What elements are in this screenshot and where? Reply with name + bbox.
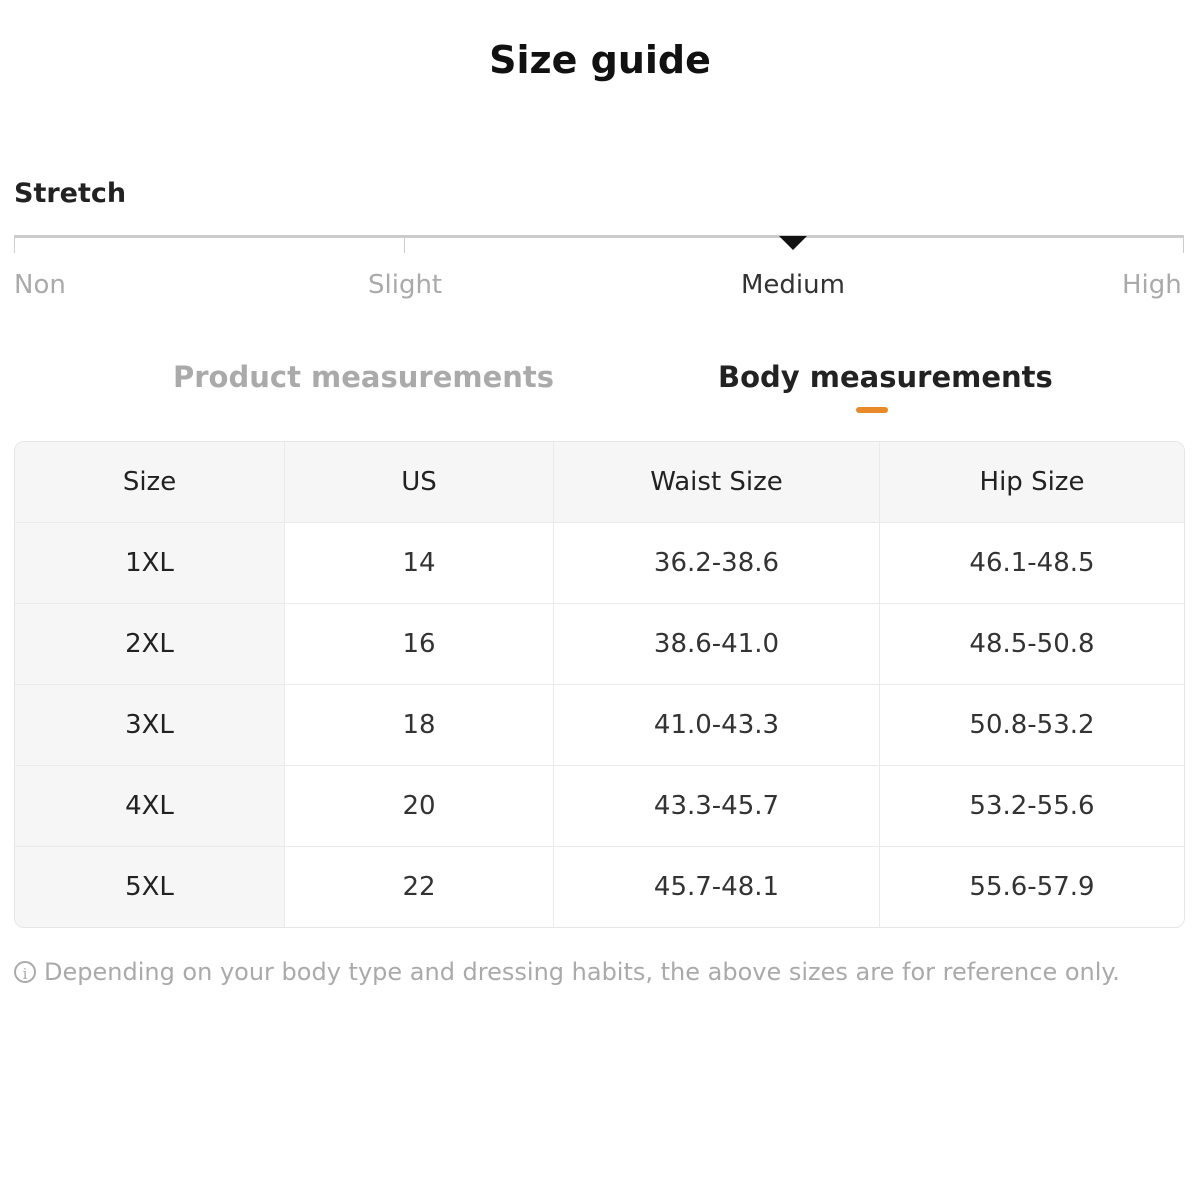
cell-size: 5XL bbox=[15, 847, 285, 927]
stretch-tick bbox=[14, 235, 15, 253]
table-row: 1XL 14 36.2-38.6 46.1-48.5 bbox=[15, 523, 1184, 604]
cell-us: 20 bbox=[285, 766, 554, 847]
cell-hip: 46.1-48.5 bbox=[880, 523, 1184, 604]
stretch-tick bbox=[1183, 235, 1184, 253]
cell-us: 16 bbox=[285, 604, 554, 685]
stretch-track bbox=[14, 235, 1184, 238]
header-us: US bbox=[285, 442, 554, 523]
cell-size: 3XL bbox=[15, 685, 285, 766]
cell-size: 4XL bbox=[15, 766, 285, 847]
cell-us: 22 bbox=[285, 847, 554, 927]
stretch-level-slight: Slight bbox=[368, 270, 443, 300]
cell-size: 2XL bbox=[15, 604, 285, 685]
stretch-level-high: High bbox=[1122, 270, 1182, 300]
table-row: 2XL 16 38.6-41.0 48.5-50.8 bbox=[15, 604, 1184, 685]
cell-waist: 45.7-48.1 bbox=[554, 847, 880, 927]
size-table: Size US Waist Size Hip Size 1XL 14 36.2-38… bbox=[14, 441, 1185, 928]
page-title: Size guide bbox=[489, 38, 711, 82]
header-hip-size: Hip Size bbox=[880, 442, 1184, 523]
tab-body-measurements[interactable]: Body measurements bbox=[718, 360, 1053, 394]
cell-waist: 41.0-43.3 bbox=[554, 685, 880, 766]
stretch-level-medium: Medium bbox=[741, 270, 845, 300]
active-tab-indicator bbox=[856, 407, 888, 413]
table-row: 3XL 18 41.0-43.3 50.8-53.2 bbox=[15, 685, 1184, 766]
header-waist-size: Waist Size bbox=[554, 442, 880, 523]
cell-us: 18 bbox=[285, 685, 554, 766]
cell-waist: 43.3-45.7 bbox=[554, 766, 880, 847]
cell-waist: 36.2-38.6 bbox=[554, 523, 880, 604]
table-row: 5XL 22 45.7-48.1 55.6-57.9 bbox=[15, 847, 1184, 927]
table-header-row: Size US Waist Size Hip Size bbox=[15, 442, 1184, 523]
info-icon: i bbox=[14, 961, 36, 983]
tab-product-measurements[interactable]: Product measurements bbox=[173, 360, 555, 394]
stretch-marker-icon bbox=[779, 236, 807, 250]
stretch-label: Stretch bbox=[14, 178, 127, 209]
cell-hip: 50.8-53.2 bbox=[880, 685, 1184, 766]
reference-note: i Depending on your body type and dressi… bbox=[14, 958, 1120, 986]
cell-hip: 48.5-50.8 bbox=[880, 604, 1184, 685]
cell-us: 14 bbox=[285, 523, 554, 604]
header-size: Size bbox=[15, 442, 285, 523]
stretch-level-non: Non bbox=[14, 270, 66, 300]
cell-size: 1XL bbox=[15, 523, 285, 604]
cell-hip: 55.6-57.9 bbox=[969, 872, 1095, 902]
cell-waist: 38.6-41.0 bbox=[554, 604, 880, 685]
note-text: Depending on your body type and dressing… bbox=[44, 958, 1120, 986]
table-row: 4XL 20 43.3-45.7 53.2-55.6 bbox=[15, 766, 1184, 847]
stretch-tick bbox=[404, 235, 405, 253]
cell-hip: 53.2-55.6 bbox=[880, 766, 1184, 847]
